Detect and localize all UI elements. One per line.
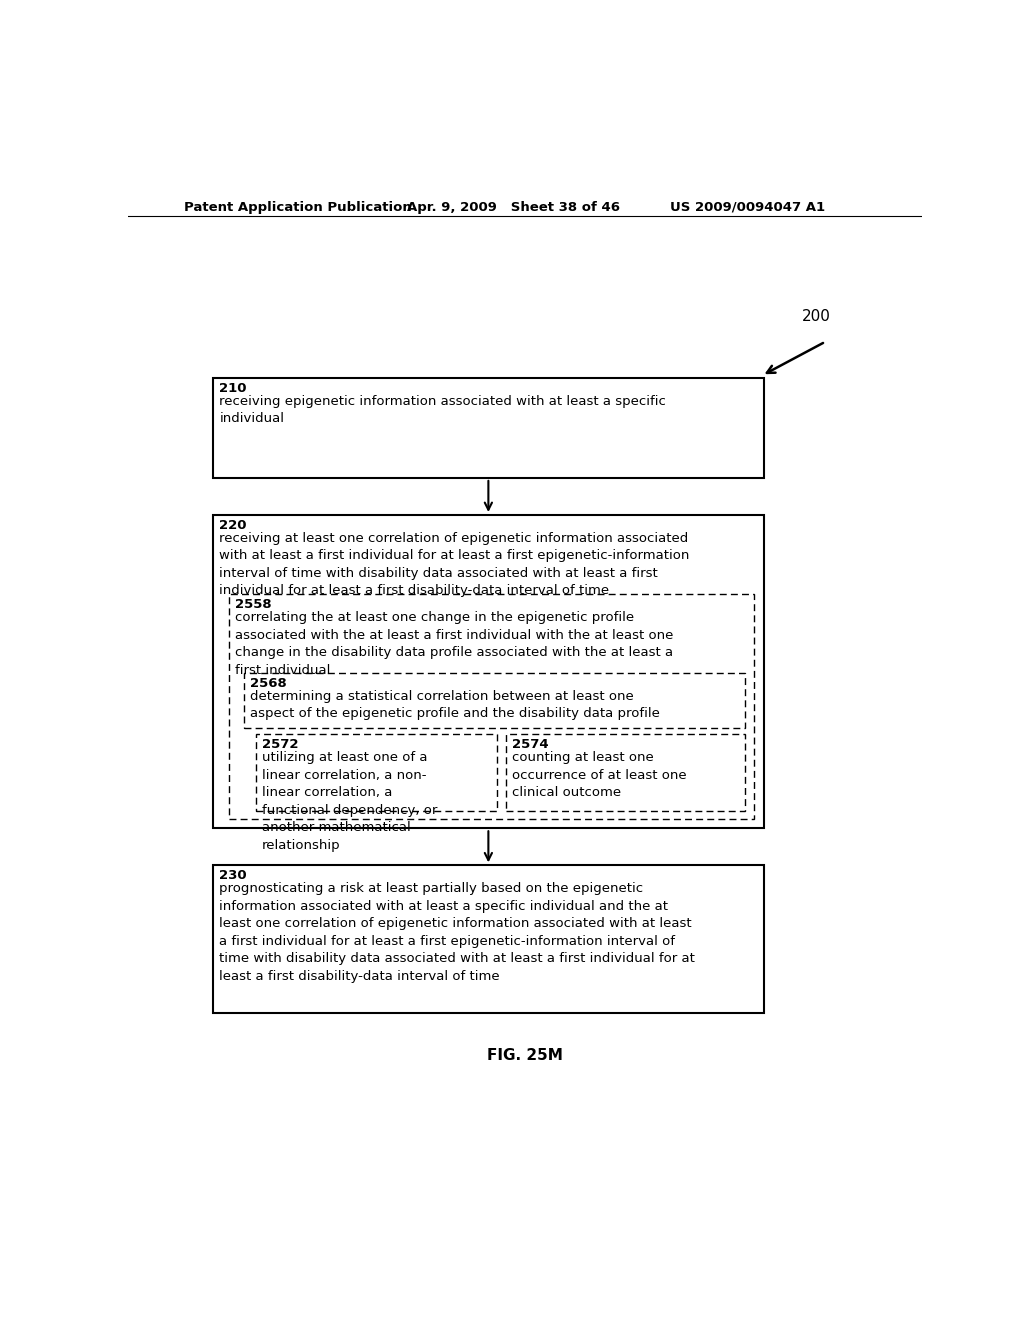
Text: 230: 230 xyxy=(219,869,247,882)
Bar xyxy=(213,515,764,829)
Bar xyxy=(213,378,764,478)
Text: determining a statistical correlation between at least one
aspect of the epigene: determining a statistical correlation be… xyxy=(251,689,660,721)
Text: Patent Application Publication: Patent Application Publication xyxy=(183,201,412,214)
Text: 200: 200 xyxy=(802,309,831,323)
Text: 2568: 2568 xyxy=(251,677,287,689)
Text: receiving at least one correlation of epigenetic information associated
with at : receiving at least one correlation of ep… xyxy=(219,532,690,598)
Text: correlating the at least one change in the epigenetic profile
associated with th: correlating the at least one change in t… xyxy=(234,611,674,677)
Text: 2574: 2574 xyxy=(512,738,549,751)
Text: Apr. 9, 2009   Sheet 38 of 46: Apr. 9, 2009 Sheet 38 of 46 xyxy=(407,201,620,214)
Text: FIG. 25M: FIG. 25M xyxy=(486,1048,563,1063)
Text: receiving epigenetic information associated with at least a specific
individual: receiving epigenetic information associa… xyxy=(219,395,667,425)
Text: counting at least one
occurrence of at least one
clinical outcome: counting at least one occurrence of at l… xyxy=(512,751,687,800)
Text: prognosticating a risk at least partially based on the epigenetic
information as: prognosticating a risk at least partiall… xyxy=(219,882,695,982)
Text: 210: 210 xyxy=(219,381,247,395)
Bar xyxy=(506,734,744,812)
Bar xyxy=(228,594,755,818)
Text: 220: 220 xyxy=(219,519,247,532)
Text: US 2009/0094047 A1: US 2009/0094047 A1 xyxy=(671,201,825,214)
Text: utilizing at least one of a
linear correlation, a non-
linear correlation, a
fun: utilizing at least one of a linear corre… xyxy=(262,751,437,851)
Bar xyxy=(213,866,764,1014)
Bar xyxy=(256,734,497,812)
Text: 2558: 2558 xyxy=(234,598,271,611)
Text: 2572: 2572 xyxy=(262,738,299,751)
Bar xyxy=(245,673,744,729)
